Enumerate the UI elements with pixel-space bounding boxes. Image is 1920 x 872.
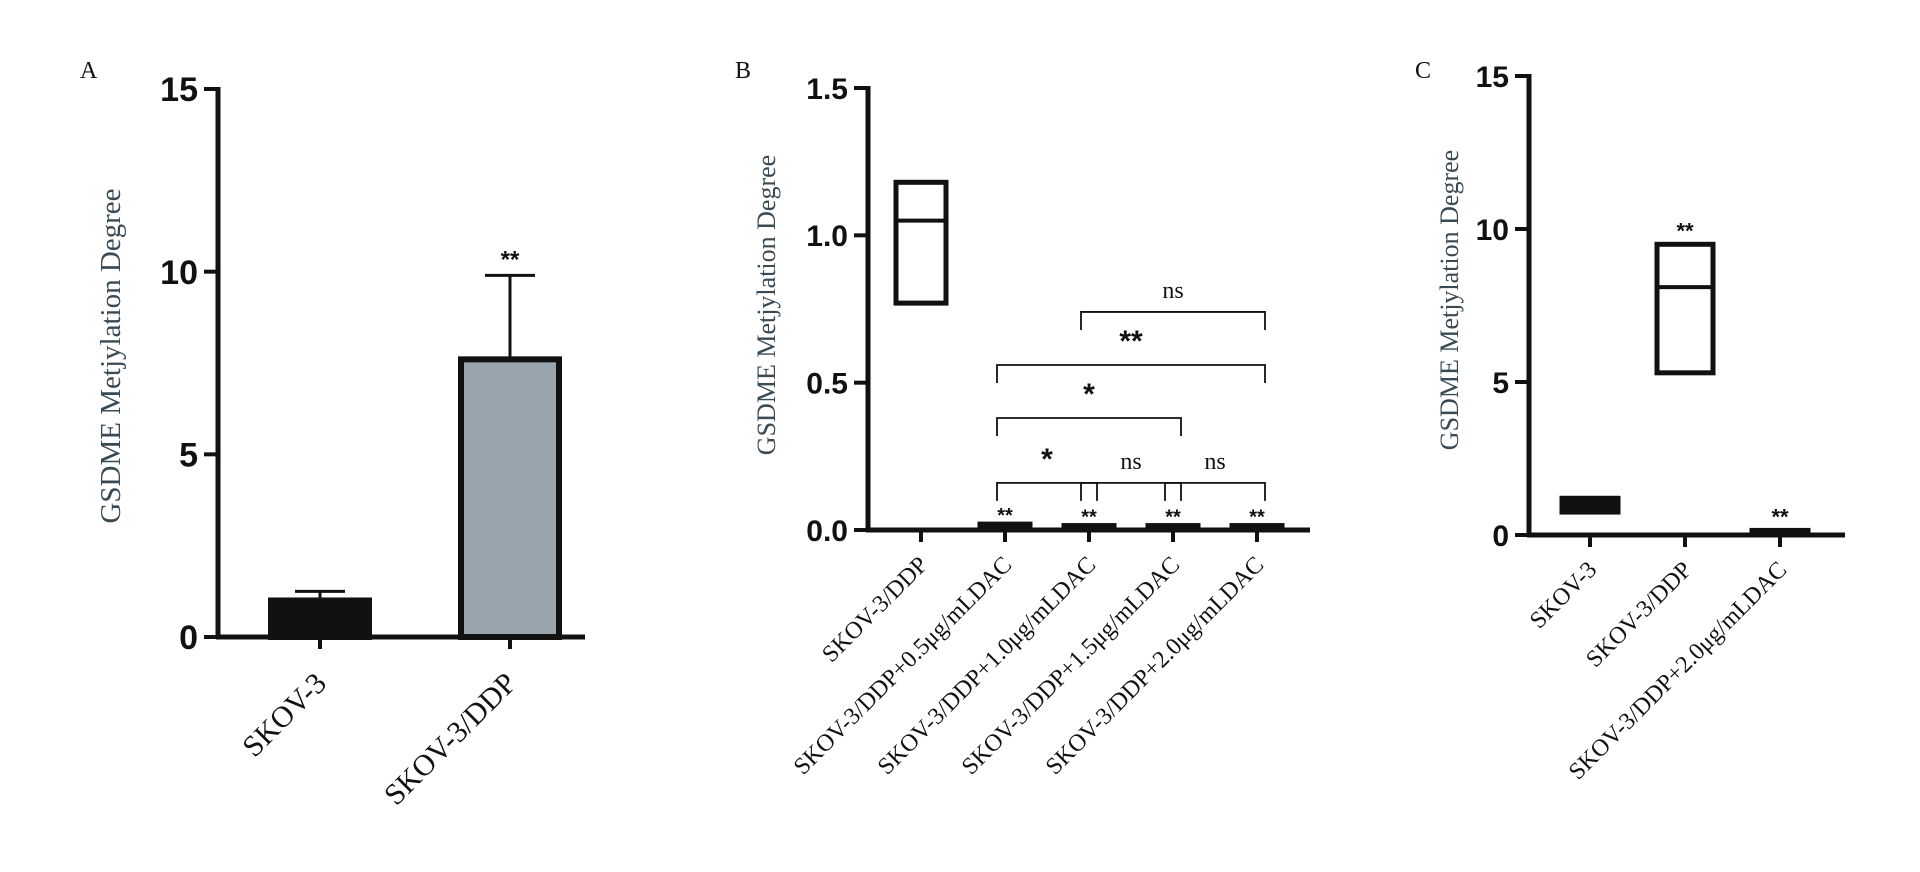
panel-b-plot: 0.00.51.01.5SKOV-3/DDPSKOV-3/DDP+0.5μg/m… (789, 73, 1310, 780)
c-box (1654, 241, 1716, 376)
b-comparison-label: ns (1204, 449, 1225, 475)
b-comparison-label: * (1041, 443, 1053, 476)
b-significance-label: ** (1165, 507, 1181, 529)
b-comparison-bracket (996, 481, 1098, 501)
b-comparison-label: ns (1120, 449, 1141, 475)
b-significance-label: ** (997, 505, 1013, 527)
b-comparison-label: * (1083, 378, 1095, 411)
panel-b-label: B (735, 58, 751, 84)
panel-b-y-axis-label: GSDME Metjylation Degree (752, 155, 781, 455)
c-y-tick-label: 5 (1492, 367, 1509, 400)
b-comparison-bracket (996, 417, 1182, 437)
b-y-tick-label: 1.0 (806, 220, 848, 253)
c-y-tick-label: 10 (1476, 214, 1509, 247)
panel-a-plot: 0 5 10 15 SKOV-3 SKOV-3/DDP ** (160, 71, 585, 812)
panel-c: C GSDME Metjylation Degree 051015SKOV-3S… (1415, 58, 1845, 785)
b-y-tick-label: 0.5 (806, 367, 848, 400)
b-y-tick-label: 0.0 (806, 515, 848, 548)
panel-c-plot: 051015SKOV-3SKOV-3/DDPSKOV-3/DDP+2.0μg/m… (1476, 61, 1845, 785)
c-y-tick-label: 15 (1476, 61, 1509, 94)
b-comparison-bracket (996, 364, 1266, 383)
b-significance-label: ** (1081, 507, 1097, 529)
a-y-tick-label: 10 (160, 254, 198, 292)
a-x-tick-label: SKOV-3 (236, 667, 333, 764)
panel-a: A GSDME Metjylation Degree 0 5 10 15 SKOV-3 S… (80, 58, 585, 812)
b-y-tick-label: 1.5 (806, 73, 848, 106)
a-bar (268, 597, 372, 641)
b-comparison-label: ** (1119, 325, 1143, 358)
a-y-tick-label: 0 (179, 619, 198, 657)
a-y-tick-label: 5 (179, 437, 198, 475)
c-y-tick-label: 0 (1492, 520, 1509, 553)
c-significance-label: ** (1771, 504, 1789, 529)
b-significance-label: ** (1249, 507, 1265, 529)
b-comparison-bracket (1164, 481, 1266, 501)
b-box (893, 179, 949, 306)
a-bar (458, 356, 562, 640)
a-x-tick-label: SKOV-3/DDP (378, 667, 523, 812)
c-significance-label: ** (1676, 218, 1694, 243)
panel-b: B GSDME Metjylation Degree 0.00.51.01.5S… (735, 58, 1310, 780)
panel-a-label: A (80, 58, 98, 84)
a-significance-label: ** (501, 246, 520, 273)
panel-a-y-axis-label: GSDME Metjylation Degree (95, 188, 127, 523)
b-comparison-bracket (1080, 481, 1182, 501)
b-comparison-label: ns (1162, 278, 1183, 304)
b-comparison-bracket (1080, 311, 1266, 330)
a-y-tick-label: 15 (160, 71, 198, 109)
panel-c-label: C (1415, 58, 1431, 84)
c-x-tick-label: SKOV-3 (1525, 557, 1602, 634)
panel-c-y-axis-label: GSDME Metjylation Degree (1435, 150, 1464, 450)
